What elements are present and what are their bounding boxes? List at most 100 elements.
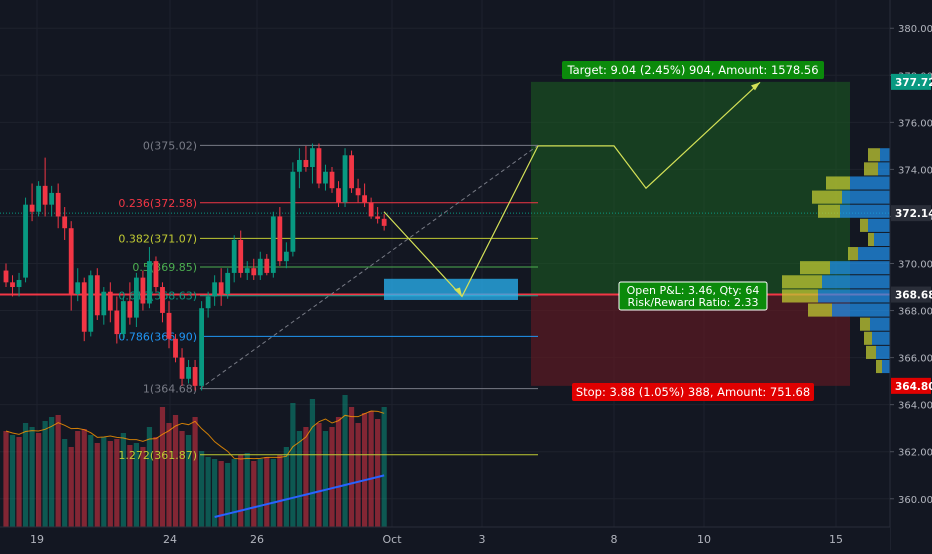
volume-bar [381,407,387,527]
candle-body [290,171,296,252]
candle-body [283,251,289,262]
volume-profile-down [842,190,890,204]
candle-body [238,239,244,273]
time-tick-label: 15 [829,533,843,546]
volume-bar [264,457,270,527]
price-tick-label: 364.00 [898,401,932,412]
volume-profile-up [876,359,882,374]
candle-body [23,204,28,278]
fib-level-label: 0.5(369.85) [132,261,197,274]
time-tick-label: 10 [697,533,711,546]
volume-profile-up [782,289,818,303]
volume-bar [283,447,289,527]
pnl-label-box [618,281,768,311]
volume-bar [62,439,68,527]
candle-body [270,216,276,273]
time-axis-background [0,527,890,550]
candle-body [127,301,133,318]
volume-bar [49,417,55,527]
volume-profile-up [868,232,874,247]
candle-body [257,258,263,276]
volume-bar [192,417,198,527]
volume-profile-down [830,261,890,275]
trend-line-blue [214,474,385,518]
volume-bar [94,443,100,527]
candle-body [225,272,231,295]
price-tick-label: 366.00 [898,354,932,365]
volume-profile-up [864,162,878,176]
price-tick-label: 362.00 [898,448,932,459]
volume-bar [166,423,172,527]
volume-bar [322,431,329,527]
price-axis-background [890,0,932,550]
price-tick-label: 360.00 [898,495,932,506]
volume-bar [270,459,276,527]
price-label-box [891,73,931,90]
volume-bar [316,423,322,527]
projection-path[interactable] [383,81,761,300]
candle-body [101,291,107,316]
candle-body [342,155,348,203]
volume-bars [3,395,387,527]
volume-profile-up [818,204,840,218]
volume-profile-down [876,345,890,359]
price-label-box [891,377,931,394]
candle-body [68,228,74,295]
candle-body [88,275,94,332]
volume-profile-down [832,303,890,317]
volume-profile-down [874,232,890,247]
stop-label-box [572,383,814,401]
price-label-text: 372.14 [895,208,932,220]
volume-profile-down [878,162,890,176]
volume-bar [244,453,250,527]
volume-bar [375,419,381,527]
volume-profile [782,148,890,374]
pnl-label-text: Open P&L: 3.46, Qty: 64 [627,284,760,297]
candle-body [329,171,335,189]
volume-moving-average [5,410,385,460]
volume-profile-up [868,148,880,162]
candle-body [375,216,381,219]
arrowhead-up [751,82,760,91]
price-label-box [891,286,931,303]
volume-bar [231,459,237,527]
candle-body [120,301,126,335]
volume-profile-down [840,204,890,218]
candle-body [362,195,367,203]
volume-profile-up [866,345,876,359]
price-tick-label: 374.00 [898,165,932,176]
volume-bar [225,463,231,527]
time-tick-label: 26 [250,533,264,546]
candle-body [10,282,15,288]
time-tick-label: 19 [30,533,44,546]
volume-bar [257,459,263,527]
volume-bar [101,437,107,527]
candle-body [277,216,283,262]
volume-bar [140,447,146,527]
price-tick-label: 368.00 [898,307,932,318]
volume-bar [362,413,368,527]
volume-bar [153,437,159,527]
volume-bar [36,433,42,527]
candle-body [55,192,61,217]
volume-bar [342,395,348,527]
candle-body [186,367,191,379]
candle-body [153,261,159,288]
volume-bar [146,427,153,527]
volume-profile-up [826,176,850,190]
volume-bar [179,431,185,527]
candle-body [3,270,9,283]
volume-profile-up [860,317,870,331]
volume-profile-down [868,218,890,232]
candle-body [49,192,55,205]
candle-body [81,282,87,332]
volume-profile-down [880,148,890,162]
volume-profile-down [872,331,890,345]
target-label-box [562,61,824,79]
volume-bar [212,459,218,527]
volume-bar [120,433,126,527]
volume-profile-down [818,289,890,303]
volume-profile-down [870,317,890,331]
